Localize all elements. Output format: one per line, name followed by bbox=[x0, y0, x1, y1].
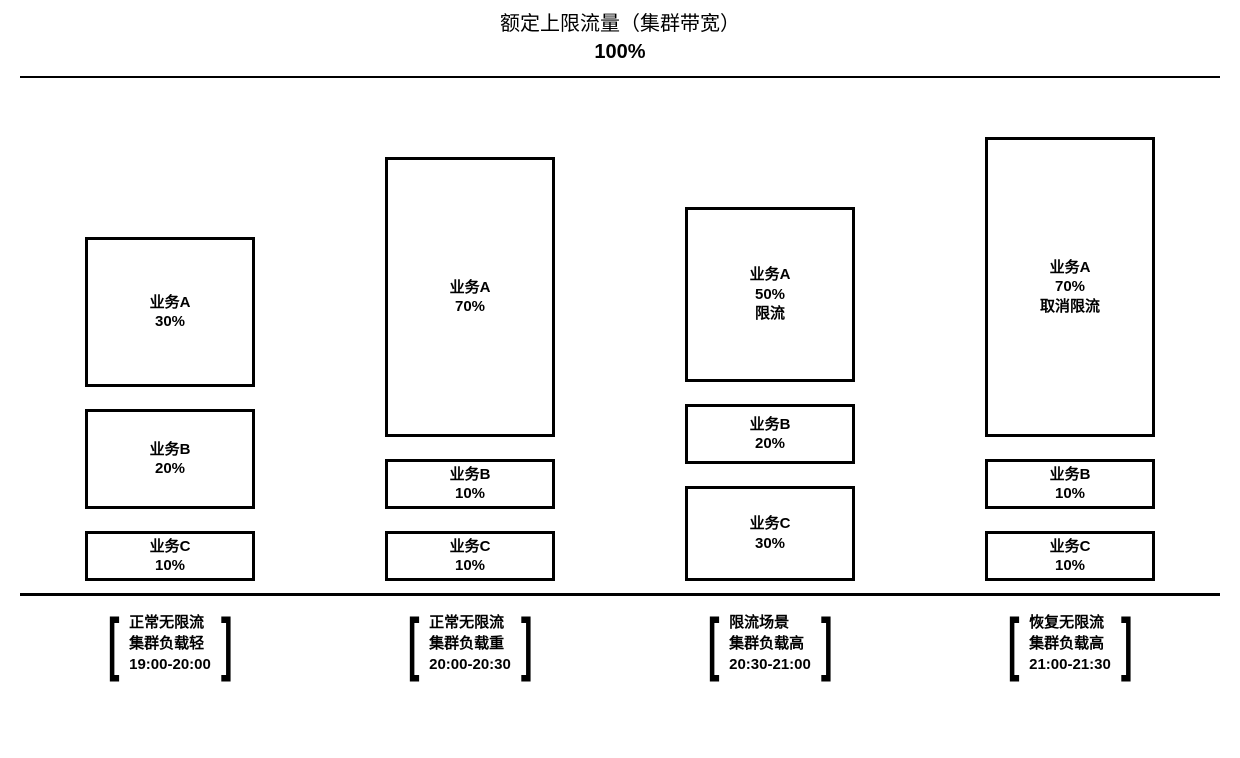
column-1: 业务A70%业务B10%业务C10% bbox=[338, 78, 602, 593]
block-line: 业务B bbox=[450, 465, 491, 485]
column-label-text: 恢复无限流 集群负载高 21:00-21:30 bbox=[1025, 612, 1115, 675]
block-line: 30% bbox=[755, 534, 785, 554]
block: 业务C10% bbox=[385, 531, 555, 581]
block-line: 业务A bbox=[150, 293, 191, 313]
block: 业务B20% bbox=[685, 404, 855, 464]
block-line: 30% bbox=[155, 312, 185, 332]
block-line: 10% bbox=[1055, 484, 1085, 504]
bracket-right: ] bbox=[521, 608, 533, 678]
block: 业务B10% bbox=[985, 459, 1155, 509]
bracket-right: ] bbox=[821, 608, 833, 678]
block-line: 业务A bbox=[1050, 258, 1091, 278]
column-2: 业务A50%限流业务B20% 业务C30% bbox=[638, 78, 902, 593]
block: 业务C30% bbox=[685, 486, 855, 581]
column-3: 业务A70%取消限流业务B10%业务C10% bbox=[938, 78, 1202, 593]
block-line: 限流 bbox=[755, 304, 785, 324]
bracket-right: ] bbox=[221, 608, 233, 678]
block: 业务A50%限流 bbox=[685, 207, 855, 382]
block-line: 业务C bbox=[750, 514, 791, 534]
column-label-3: [恢复无限流 集群负载高 21:00-21:30] bbox=[938, 608, 1202, 678]
block-line: 70% bbox=[455, 297, 485, 317]
bracket-left: [ bbox=[708, 608, 720, 678]
block-line: 10% bbox=[455, 484, 485, 504]
block-line: 10% bbox=[155, 556, 185, 576]
block-line: 10% bbox=[1055, 556, 1085, 576]
column-label-text: 限流场景 集群负载高 20:30-21:00 bbox=[725, 612, 815, 675]
block-line: 取消限流 bbox=[1040, 297, 1100, 317]
block-line: 10% bbox=[455, 556, 485, 576]
block-line: 70% bbox=[1055, 277, 1085, 297]
block-line: 业务A bbox=[450, 278, 491, 298]
bracket-left: [ bbox=[108, 608, 120, 678]
title-line1: 额定上限流量（集群带宽） bbox=[20, 10, 1220, 38]
block: 业务A70%取消限流 bbox=[985, 137, 1155, 437]
block-line: 业务C bbox=[150, 537, 191, 557]
block-line: 业务B bbox=[1050, 465, 1091, 485]
column-label-text: 正常无限流 集群负载重 20:00-20:30 bbox=[425, 612, 515, 675]
column-label-2: [限流场景 集群负载高 20:30-21:00] bbox=[638, 608, 902, 678]
block-line: 业务A bbox=[750, 265, 791, 285]
column-label-1: [正常无限流 集群负载重 20:00-20:30] bbox=[338, 608, 602, 678]
block-line: 业务C bbox=[450, 537, 491, 557]
block-line: 业务C bbox=[1050, 537, 1091, 557]
block-line: 50% bbox=[755, 285, 785, 305]
block: 业务B20% bbox=[85, 409, 255, 509]
block-line: 20% bbox=[755, 434, 785, 454]
chart-area: 业务A30%业务B20%业务C10%业务A70%业务B10%业务C10%业务A5… bbox=[20, 76, 1220, 596]
block-line: 业务B bbox=[150, 440, 191, 460]
block-line: 20% bbox=[155, 459, 185, 479]
title-line2: 100% bbox=[20, 38, 1220, 66]
labels-row: [正常无限流 集群负载轻 19:00-20:00][正常无限流 集群负载重 20… bbox=[20, 608, 1220, 678]
bracket-left: [ bbox=[408, 608, 420, 678]
block: 业务A70% bbox=[385, 157, 555, 437]
block: 业务A30% bbox=[85, 237, 255, 387]
diagram-header: 额定上限流量（集群带宽） 100% bbox=[20, 10, 1220, 66]
bracket-right: ] bbox=[1121, 608, 1133, 678]
block: 业务B10% bbox=[385, 459, 555, 509]
bracket-left: [ bbox=[1008, 608, 1020, 678]
column-label-text: 正常无限流 集群负载轻 19:00-20:00 bbox=[125, 612, 215, 675]
column-0: 业务A30% 业务B20% 业务C10% bbox=[38, 78, 302, 593]
block: 业务C10% bbox=[985, 531, 1155, 581]
column-label-0: [正常无限流 集群负载轻 19:00-20:00] bbox=[38, 608, 302, 678]
block: 业务C10% bbox=[85, 531, 255, 581]
block-line: 业务B bbox=[750, 415, 791, 435]
